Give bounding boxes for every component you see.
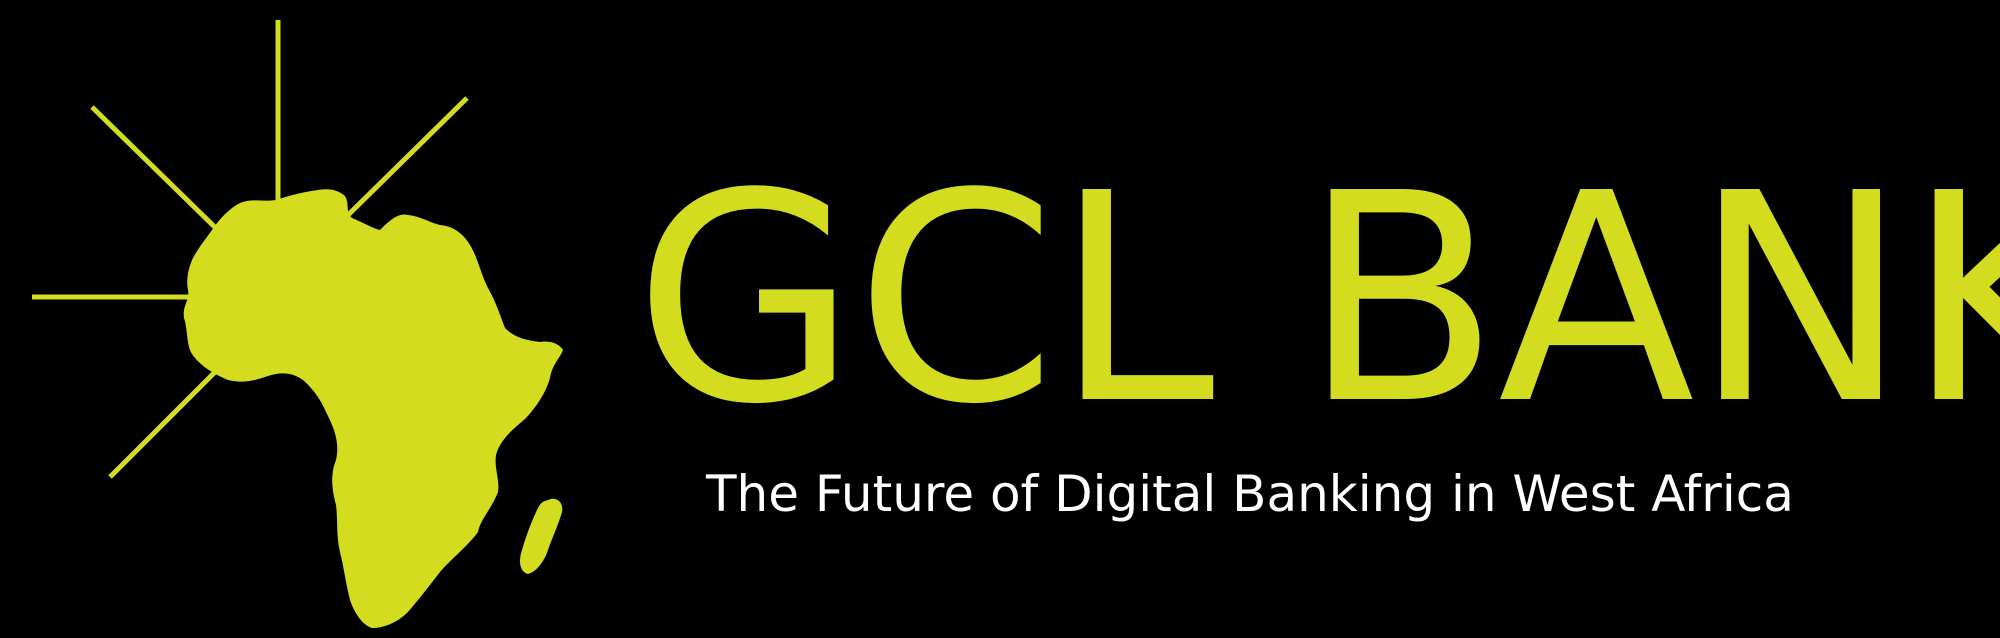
africa-continent-shape	[183, 189, 563, 628]
africa-sunburst-icon	[32, 20, 563, 628]
brand-name: GCL BANK	[634, 132, 2000, 467]
sun-ray-upper-left	[90, 105, 230, 242]
sun-rays	[32, 20, 469, 479]
sun-ray-lower-left	[108, 370, 217, 479]
brand-tagline: The Future of Digital Banking in West Af…	[706, 465, 1794, 523]
sun-ray-upper-right	[343, 96, 469, 220]
madagascar-island-shape	[520, 498, 563, 574]
